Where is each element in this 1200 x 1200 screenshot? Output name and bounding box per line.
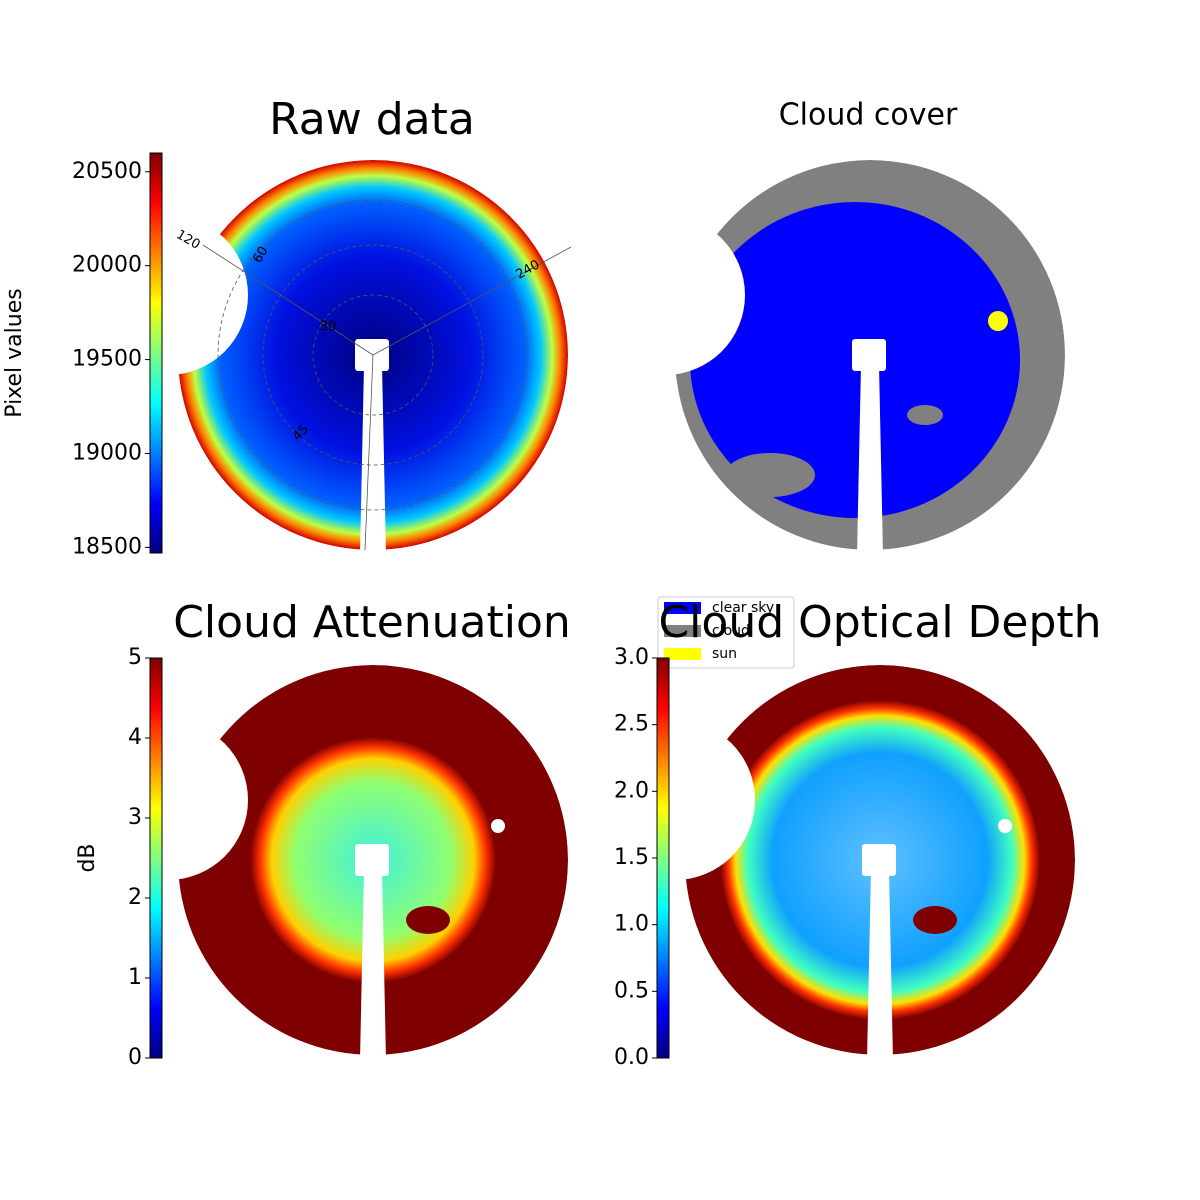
cloud-patch: [907, 405, 943, 425]
colorbar-tick-label: 19500: [72, 347, 142, 372]
polar-label: 60: [250, 244, 271, 266]
polar-label: 30: [320, 320, 337, 335]
colorbar-tick-label: 3.0: [614, 645, 649, 670]
colorbar-tick-label: 2.5: [614, 712, 649, 737]
colorbar-tick-label: 3: [128, 805, 142, 830]
panel-title: Cloud Optical Depth: [658, 597, 1101, 648]
image-field: [685, 665, 1075, 1055]
polar-circle: [262, 244, 484, 466]
sun-spot: [491, 819, 505, 833]
colorbar-tick-label: 18500: [72, 534, 142, 559]
colorbar: [656, 657, 670, 1059]
colorbar-tick-label: 1.0: [614, 912, 649, 937]
cloud-patch: [725, 453, 815, 497]
panel: [178, 665, 568, 1055]
colorbar: [149, 657, 163, 1059]
sun-spot: [998, 819, 1012, 833]
polar-circle: [312, 294, 434, 416]
colorbar-tick-label: 1.5: [614, 845, 649, 870]
polar-spoke: [364, 354, 374, 551]
colorbar-tick-label: 5: [128, 645, 142, 670]
panel: [685, 665, 1075, 1055]
legend-swatch: [664, 648, 701, 660]
polar-circle: [217, 199, 529, 511]
legend-swatch: [664, 602, 701, 614]
panel-title: Raw data: [269, 94, 475, 145]
colorbar-tick-label: 1: [128, 965, 142, 990]
panel-title: Cloud Attenuation: [173, 597, 571, 648]
polar-spoke: [372, 246, 572, 356]
clear-region: [690, 202, 1020, 518]
colorbar-label: dB: [75, 843, 100, 872]
colorbar-label: Pixel values: [2, 288, 27, 417]
legend-label: cloud: [712, 623, 750, 639]
cloud-patch: [406, 906, 450, 934]
legend: clear sky cloud sun: [657, 596, 795, 669]
sky-image: [685, 665, 1075, 1055]
colorbar-tick-label: 0.5: [614, 978, 649, 1003]
colorbar-tick-label: 2: [128, 885, 142, 910]
sun-region: [988, 311, 1008, 331]
polar-spoke: [202, 244, 374, 356]
legend-label: sun: [712, 646, 737, 662]
image-field: [178, 665, 568, 1055]
panel-title: Cloud cover: [779, 98, 958, 133]
polar-label: 120: [173, 227, 202, 252]
legend-label: clear sky: [712, 600, 774, 616]
polar-grid: [202, 199, 572, 551]
sky-image: [178, 665, 568, 1055]
sky-image: [675, 160, 1065, 550]
colorbar-tick-label: 4: [128, 725, 142, 750]
colorbar-tick-label: 20500: [72, 159, 142, 184]
colorbar-tick-label: 19000: [72, 440, 142, 465]
colorbar-tick-label: 20000: [72, 253, 142, 278]
cloud-patch: [913, 906, 957, 934]
legend-swatch: [664, 625, 701, 637]
colorbar: [149, 152, 163, 554]
colorbar-tick-label: 0: [128, 1045, 142, 1070]
panel: [675, 160, 1065, 550]
colorbar-tick-label: 2.0: [614, 778, 649, 803]
colorbar-tick-label: 0.0: [614, 1045, 649, 1070]
